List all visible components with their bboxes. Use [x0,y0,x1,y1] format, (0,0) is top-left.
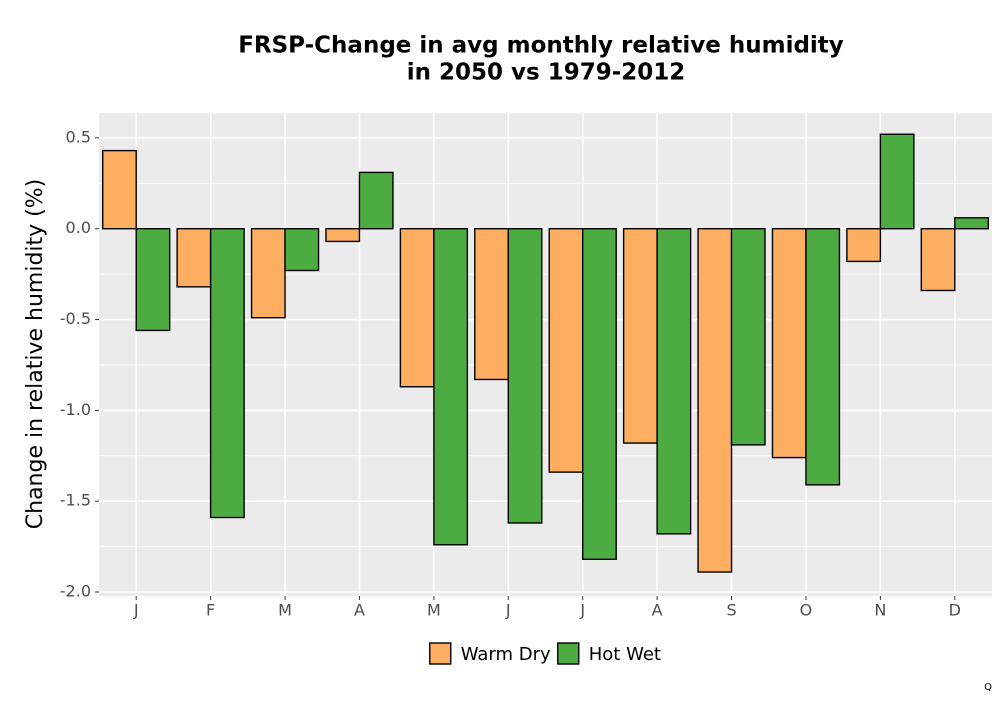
x-tick-label: J [133,601,139,620]
bar [879,133,915,230]
bar [920,228,956,292]
bar [284,228,320,272]
bar [325,228,361,243]
bar [433,228,469,546]
bar [846,228,882,263]
y-tick-label: 0.5 [66,127,91,146]
legend-label: Hot Wet [589,644,661,665]
bar [250,228,286,319]
bar [954,217,989,230]
bar [507,228,543,524]
y-tick-label: -2.0 [60,582,91,601]
y-tick-label: -0.5 [60,309,91,328]
y-tick-label: -1.5 [60,491,91,510]
x-tick-label: J [505,601,511,620]
bar [474,228,509,381]
y-tick-label: 0.0 [66,218,91,237]
bar [176,228,212,288]
y-tick-label: -1.0 [60,400,91,419]
bar [399,228,435,388]
x-tick-label: D [949,601,961,620]
bar [805,228,841,486]
bar [135,228,171,332]
x-tick-label: A [652,601,663,620]
bar [697,228,733,573]
plot-panel [99,113,992,596]
x-tick-label: O [800,601,813,620]
x-tick-label: F [206,601,215,620]
x-tick-label: M [427,601,441,620]
bar [622,228,658,444]
legend-swatch [557,642,580,665]
x-tick-label: A [354,601,365,620]
bar [730,228,766,446]
bar [209,228,245,519]
x-tick-label: N [874,601,886,620]
chart-title: FRSP-Change in avg monthly relative humi… [238,33,844,59]
legend-label: Warm Dry [461,644,551,665]
legend-swatch [429,642,452,665]
x-tick-label: J [579,601,585,620]
bar [548,228,584,473]
bar [102,149,137,230]
chart-title: in 2050 vs 1979-2012 [407,60,686,86]
bar [582,228,617,561]
bar [771,228,807,459]
bar [358,171,394,230]
y-axis-label: Change in relative humidity (%) [23,179,48,529]
bar [656,228,692,535]
corner-text: Q [984,682,992,693]
x-tick-label: M [278,601,292,620]
x-tick-label: S [726,601,736,620]
